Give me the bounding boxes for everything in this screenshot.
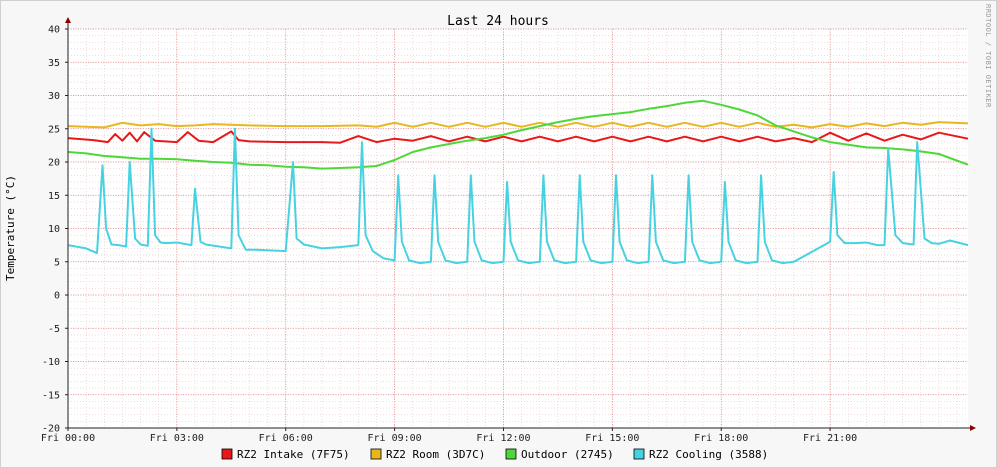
series-lines — [67, 99, 969, 265]
legend-swatch-1 — [370, 448, 382, 460]
y-tick-label: 30 — [48, 91, 60, 102]
series-line-1 — [67, 121, 969, 129]
y-tick-label: -5 — [48, 324, 60, 335]
legend-swatch-0 — [221, 448, 233, 460]
x-tick-label: Fri 15:00 — [585, 433, 639, 444]
legend: RZ2 Intake (7F75) RZ2 Room (3D7C) Outdoor … — [221, 448, 768, 461]
legend-label-3: RZ2 Cooling (3588) — [649, 448, 768, 461]
legend-label-0: RZ2 Intake (7F75) — [237, 448, 350, 461]
y-tick-label: -10 — [42, 357, 60, 368]
y-axis-label: Temperature (°C) — [4, 175, 17, 281]
y-tick-label: 15 — [48, 191, 60, 202]
y-tick-label: 35 — [48, 58, 60, 69]
y-tick-label: 25 — [48, 124, 60, 135]
y-tick-labels: -20 -15 -10 -5 0 5 10 15 20 25 30 35 40 — [42, 25, 68, 435]
y-tick-label: 20 — [48, 158, 60, 169]
legend-swatch-2 — [505, 448, 517, 460]
x-tick-label: Fri 09:00 — [368, 433, 422, 444]
legend-swatch-3 — [633, 448, 645, 460]
y-tick-label: 5 — [54, 257, 60, 268]
y-tick-label: -20 — [42, 424, 60, 435]
x-tick-label: Fri 06:00 — [259, 433, 313, 444]
series-line-0 — [67, 130, 969, 144]
rrdtool-watermark: RRDTOOL / TOBI OETIKER — [984, 4, 992, 108]
x-tick-labels: Fri 00:00 Fri 03:00 Fri 06:00 Fri 09:00 Fri … — [41, 428, 857, 444]
axes — [65, 17, 976, 431]
x-tick-label: Fri 12:00 — [476, 433, 530, 444]
legend-label-1: RZ2 Room (3D7C) — [386, 448, 485, 461]
series-line-3 — [67, 127, 969, 265]
y-axis-arrow — [65, 17, 71, 23]
y-tick-label: 10 — [48, 224, 60, 235]
y-tick-label: 0 — [54, 291, 60, 302]
x-tick-label: Fri 03:00 — [150, 433, 204, 444]
x-tick-label: Fri 18:00 — [694, 433, 748, 444]
x-tick-label: Fri 00:00 — [41, 433, 95, 444]
x-axis-arrow — [970, 425, 976, 431]
x-tick-label: Fri 21:00 — [803, 433, 857, 444]
y-tick-label: 40 — [48, 25, 60, 36]
series-line-2 — [67, 99, 969, 170]
chart-title: Last 24 hours — [447, 14, 549, 29]
grid-lines — [67, 28, 968, 429]
legend-label-2: Outdoor (2745) — [521, 448, 614, 461]
y-tick-label: -15 — [42, 390, 60, 401]
